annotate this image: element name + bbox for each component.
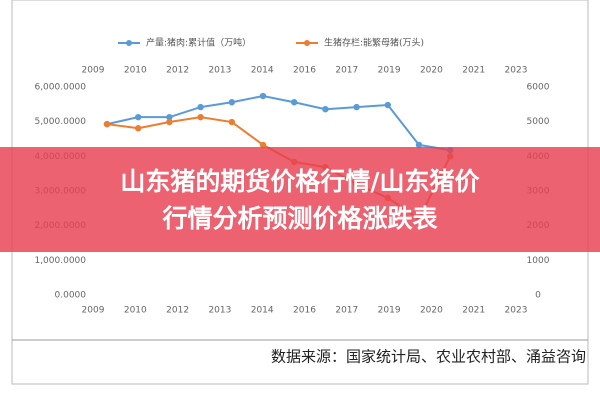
x-label-bottom: 2017 <box>335 306 358 316</box>
point <box>322 105 329 113</box>
point <box>166 118 173 126</box>
banner-title: 行情分析预测价格涨跌表 <box>161 204 438 233</box>
point <box>259 92 267 100</box>
point <box>135 125 142 132</box>
banner-title: 山东猪的期货价格行情/山东猪价 <box>120 167 480 196</box>
x-label-top: 2023 <box>505 66 528 76</box>
y-tick-label: 1,000.0000 <box>34 256 86 266</box>
point <box>353 103 360 111</box>
point <box>197 113 204 121</box>
x-label-bottom: 2016 <box>293 306 316 316</box>
legend-label: 生猪存栏:能繁母猪(万头) <box>324 37 424 49</box>
point <box>259 141 267 149</box>
x-label-bottom: 2010 <box>124 306 147 316</box>
x-label-bottom: 2019 <box>378 306 401 316</box>
y-tick-label: 5,000.0000 <box>34 117 86 127</box>
x-label-top: 2012 <box>166 66 189 76</box>
y2-tick-label: 5000 <box>527 117 550 127</box>
point <box>384 101 391 109</box>
x-label-top: 2019 <box>378 66 401 76</box>
x-label-top: 2010 <box>124 66 147 76</box>
x-label-top: 2021 <box>462 66 485 76</box>
point <box>228 99 235 106</box>
x-label-bottom: 2009 <box>82 306 105 316</box>
y-tick-label: 6,000.0000 <box>34 83 86 93</box>
point <box>291 99 298 106</box>
x-label-top: 2016 <box>293 66 316 76</box>
point <box>197 103 204 111</box>
banner <box>0 147 600 252</box>
x-label-bottom: 2012 <box>166 306 189 316</box>
y-tick-label: 0.0000 <box>55 291 87 301</box>
x-label-bottom: 2021 <box>462 306 485 316</box>
x-label-top: 2014 <box>251 66 274 76</box>
point <box>135 113 142 121</box>
x-label-top: 2009 <box>82 66 105 76</box>
series-line <box>106 94 451 152</box>
x-label-bottom: 2020 <box>420 306 443 316</box>
x-label-bottom: 2023 <box>505 306 528 316</box>
legend-dot <box>304 40 310 46</box>
point <box>415 141 423 149</box>
x-label-top: 2017 <box>335 66 358 76</box>
point <box>103 120 111 128</box>
y2-tick-label: 0 <box>535 291 541 301</box>
x-label-top: 2013 <box>208 66 231 76</box>
x-label-bottom: 2013 <box>208 306 231 316</box>
legend-label: 产量:猪肉:累计值（万吨） <box>146 37 251 49</box>
x-label-top: 2020 <box>420 66 443 76</box>
point <box>228 118 235 126</box>
y2-tick-label: 1000 <box>527 256 550 266</box>
y2-tick-label: 6000 <box>527 83 550 93</box>
source: 数据来源：国家统计局、农业农村部、涌益咨询 <box>271 348 586 366</box>
point <box>166 113 173 121</box>
x-label-bottom: 2014 <box>251 306 274 316</box>
legend-dot <box>126 40 132 46</box>
